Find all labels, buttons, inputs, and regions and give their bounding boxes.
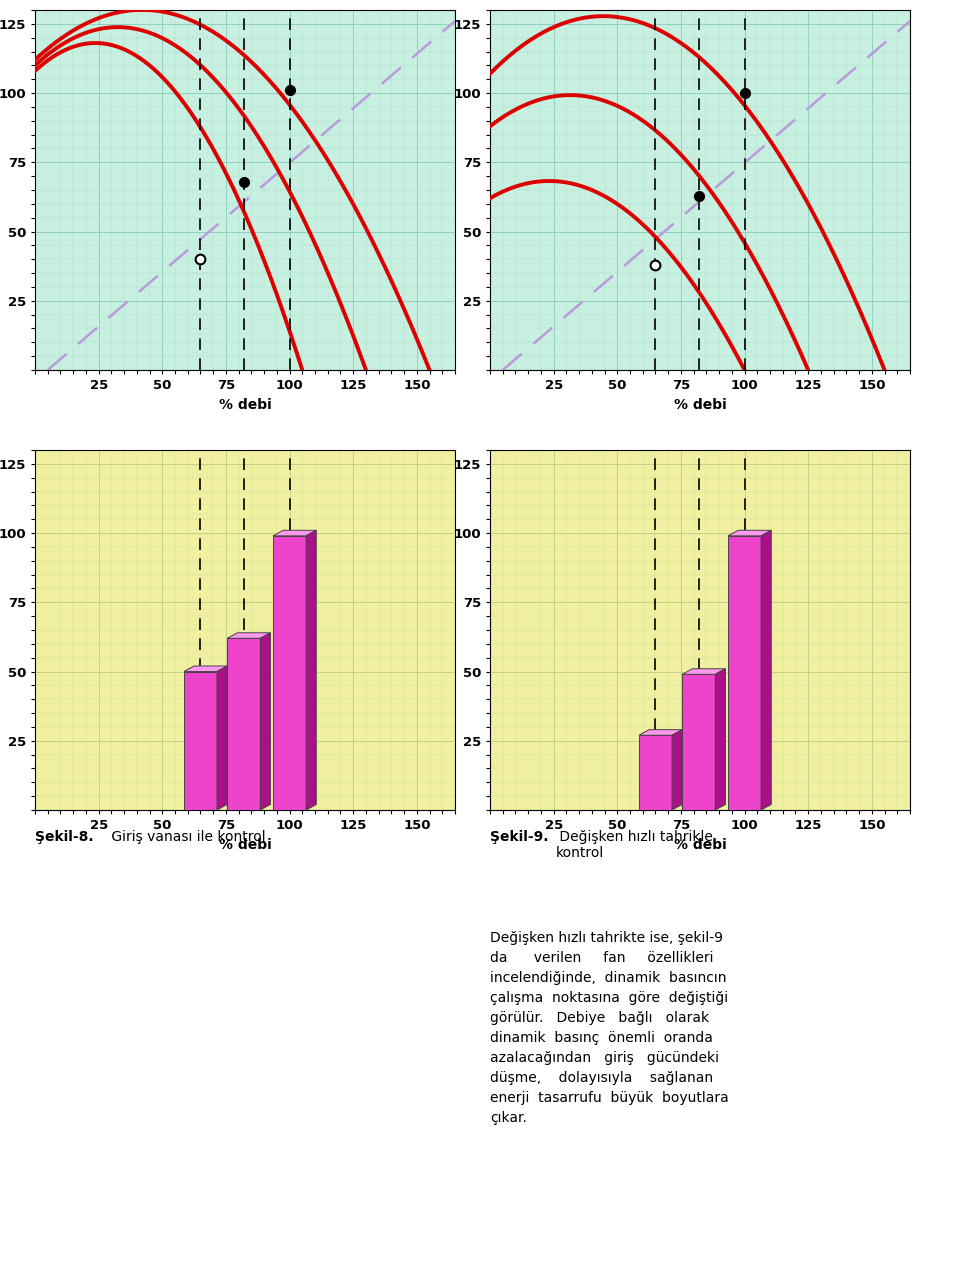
Polygon shape	[683, 674, 715, 810]
Polygon shape	[683, 669, 726, 674]
Polygon shape	[639, 730, 683, 735]
Polygon shape	[715, 669, 726, 810]
X-axis label: % debi: % debi	[219, 397, 272, 412]
Polygon shape	[184, 671, 217, 810]
Polygon shape	[260, 633, 271, 810]
X-axis label: % debi: % debi	[674, 837, 727, 851]
Polygon shape	[639, 735, 672, 810]
Polygon shape	[228, 633, 271, 638]
Polygon shape	[306, 530, 316, 810]
X-axis label: % debi: % debi	[674, 397, 727, 412]
Polygon shape	[273, 536, 306, 810]
Polygon shape	[273, 530, 316, 536]
Polygon shape	[728, 530, 771, 536]
X-axis label: % debi: % debi	[219, 837, 272, 851]
Text: Değişken hızlı tahrikte ise, şekil-9
da      verilen     fan     özellikleri
inc: Değişken hızlı tahrikte ise, şekil-9 da …	[490, 931, 729, 1125]
Text: Giriş vanası ile kontrol: Giriş vanası ile kontrol	[107, 829, 266, 843]
Polygon shape	[184, 666, 228, 671]
Polygon shape	[728, 536, 761, 810]
Text: Şekil-9.: Şekil-9.	[490, 829, 548, 843]
Polygon shape	[761, 530, 771, 810]
Text: Değişken hızlı tahrikle
kontrol: Değişken hızlı tahrikle kontrol	[555, 829, 713, 860]
Polygon shape	[228, 638, 260, 810]
Polygon shape	[217, 666, 228, 810]
Polygon shape	[672, 730, 683, 810]
Text: Şekil-8.: Şekil-8.	[35, 829, 94, 843]
